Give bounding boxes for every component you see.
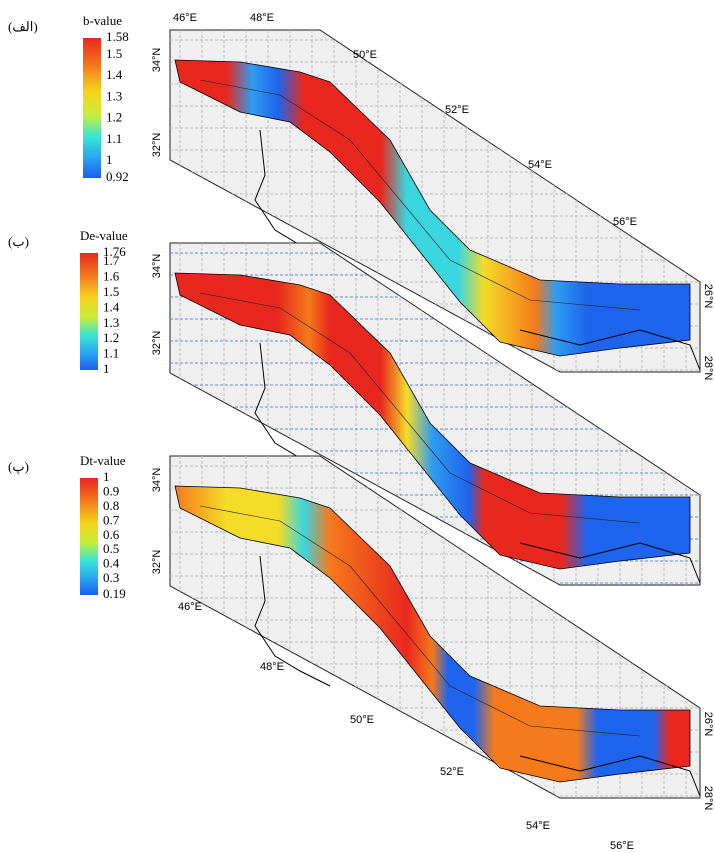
coordinate-label: 56°E bbox=[610, 840, 634, 852]
coast-line bbox=[519, 542, 701, 584]
colorbar-tick-label: 1.4 bbox=[103, 299, 120, 314]
colorbar-tick-label: 0.92 bbox=[106, 169, 129, 184]
coordinate-label: 46°E bbox=[173, 12, 197, 24]
coordinate-label: 50°E bbox=[350, 714, 374, 726]
value-surface bbox=[174, 59, 691, 357]
colorbar-tick-label: 1.5 bbox=[103, 284, 119, 299]
colorbar-tick-label: 0.6 bbox=[103, 527, 120, 542]
coordinate-label: 34°N bbox=[151, 48, 163, 73]
colorbar-title: De-value bbox=[80, 228, 128, 243]
colorbar-tick-label: 0.5 bbox=[103, 541, 119, 556]
map-panel bbox=[169, 29, 701, 373]
colorbar-tick-label: 0.7 bbox=[103, 512, 120, 527]
coordinate-label: 26°N bbox=[702, 712, 714, 737]
coordinate-label: 52°E bbox=[440, 766, 464, 778]
panel-label: (پ) bbox=[8, 459, 29, 475]
coordinate-label: 52°E bbox=[445, 104, 469, 116]
colorbar-tick-label: 0.4 bbox=[103, 556, 120, 571]
panel-label: (ب) bbox=[8, 234, 29, 249]
coast-line bbox=[519, 755, 701, 797]
colorbar-tick-label: 1.58 bbox=[106, 29, 129, 44]
colorbar-tick-label: 1.1 bbox=[103, 346, 119, 361]
coordinate-label: 28°N bbox=[702, 786, 714, 811]
coordinate-label: 48°E bbox=[250, 12, 274, 24]
colorbar-tick-label: 1.2 bbox=[106, 110, 122, 125]
colorbar-tick-label: 1.1 bbox=[106, 131, 122, 146]
colorbar-tick-label: 1 bbox=[103, 361, 110, 376]
colorbar-tick-label: 0.19 bbox=[103, 586, 126, 601]
coordinate-label: 46°E bbox=[178, 601, 202, 613]
colorbar-tick-label: 1.4 bbox=[106, 67, 123, 82]
colorbar-tick-label: 0.8 bbox=[103, 498, 119, 513]
fault-line bbox=[199, 505, 641, 737]
colorbar-tick-label: 1.3 bbox=[106, 88, 122, 103]
colorbar-tick-label: 1.7 bbox=[103, 253, 120, 268]
panel-label: (الف) bbox=[8, 19, 38, 34]
colorbar-tick-label: 1 bbox=[103, 469, 110, 484]
colorbar-tick-label: 1.6 bbox=[103, 269, 120, 284]
colorbar-tick-label: 1.2 bbox=[103, 330, 119, 345]
coordinate-label: 34°N bbox=[151, 254, 163, 279]
coordinate-label: 34°N bbox=[151, 468, 163, 493]
coordinate-label: 56°E bbox=[613, 216, 637, 228]
coordinate-label: 32°N bbox=[151, 550, 163, 575]
colorbar-tick-label: 0.3 bbox=[103, 570, 119, 585]
coordinate-label: 32°N bbox=[151, 331, 163, 356]
colorbar-tick-label: 1 bbox=[106, 152, 113, 167]
coordinate-label: 28°N bbox=[702, 356, 714, 381]
colorbar-tick-label: 0.9 bbox=[103, 483, 119, 498]
colorbar-tick-label: 1.3 bbox=[103, 315, 119, 330]
coordinate-label: 26°N bbox=[702, 284, 714, 309]
coordinate-label: 50°E bbox=[353, 49, 377, 61]
colorbar bbox=[80, 253, 98, 370]
fault-line bbox=[199, 79, 641, 311]
colorbar-title: Dt-value bbox=[80, 453, 126, 468]
fault-line bbox=[199, 292, 641, 524]
coast-line bbox=[519, 329, 701, 371]
colorbar bbox=[80, 478, 98, 595]
coordinate-label: 54°E bbox=[528, 159, 552, 171]
border-line bbox=[254, 555, 331, 687]
value-surface bbox=[174, 272, 691, 570]
colorbar-tick-label: 1.5 bbox=[106, 46, 122, 61]
colorbar-tick-label: 1.76 bbox=[103, 244, 126, 259]
coordinate-label: 54°E bbox=[526, 820, 550, 832]
value-surface bbox=[174, 485, 691, 783]
colorbar bbox=[83, 38, 101, 178]
coordinate-label: 48°E bbox=[260, 661, 284, 673]
coordinate-label: 32°N bbox=[151, 133, 163, 158]
colorbar-title: b-value bbox=[83, 13, 122, 28]
